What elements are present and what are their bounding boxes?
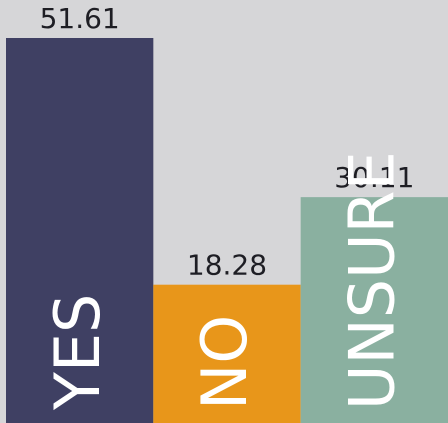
value-label: 30.11 bbox=[334, 161, 414, 194]
category-label: UNSURE bbox=[335, 151, 408, 410]
value-label: 18.28 bbox=[187, 249, 267, 282]
value-label: 51.61 bbox=[40, 2, 120, 35]
category-label: YES bbox=[41, 294, 114, 411]
bar bbox=[153, 284, 301, 423]
category-label: NO bbox=[188, 315, 261, 410]
bar bbox=[6, 38, 154, 423]
bar bbox=[300, 197, 448, 423]
